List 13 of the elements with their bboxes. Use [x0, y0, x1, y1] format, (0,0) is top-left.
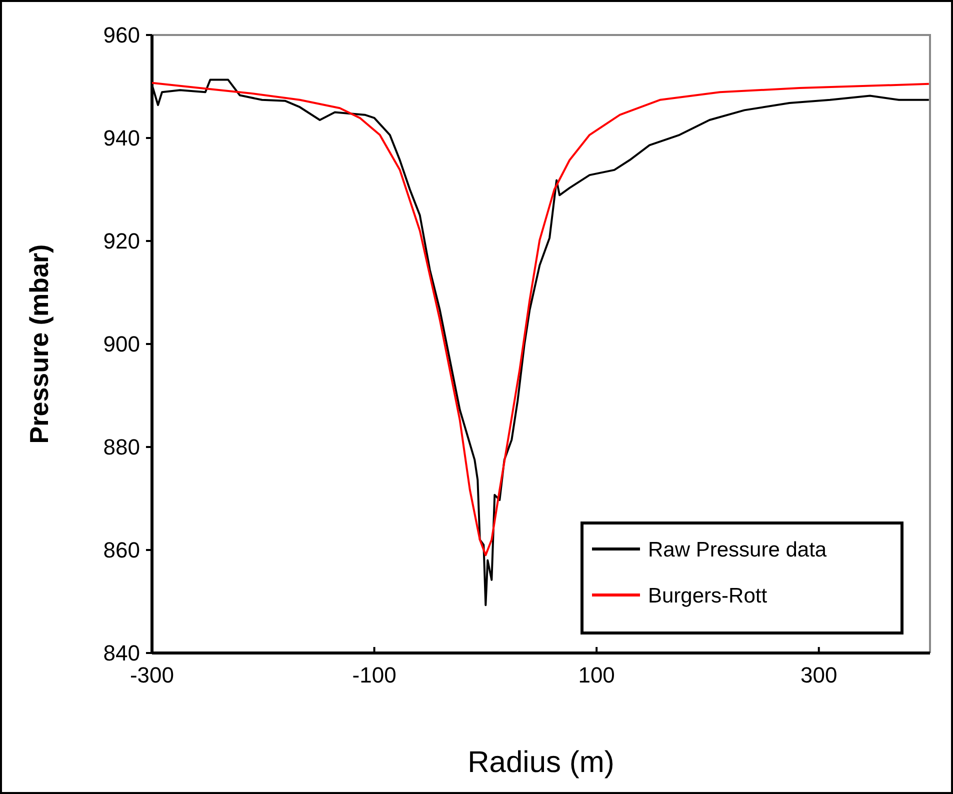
y-axis-title: Pressure (mbar) [24, 244, 54, 444]
y-tick-label: 940 [103, 126, 140, 151]
y-tick-label: 860 [103, 538, 140, 563]
y-tick-label: 880 [103, 434, 140, 460]
legend-label: Raw Pressure data [648, 538, 827, 562]
legend-label: Burgers-Rott [648, 584, 768, 608]
y-tick-label: 920 [103, 228, 140, 254]
x-tick-label: 100 [578, 662, 615, 688]
x-tick-label: -100 [352, 662, 396, 688]
y-tick-label: 900 [103, 332, 140, 357]
y-tick-label: 960 [103, 22, 140, 48]
x-axis-title: Radius (m) [468, 746, 614, 779]
x-tick-label: 300 [800, 662, 838, 688]
